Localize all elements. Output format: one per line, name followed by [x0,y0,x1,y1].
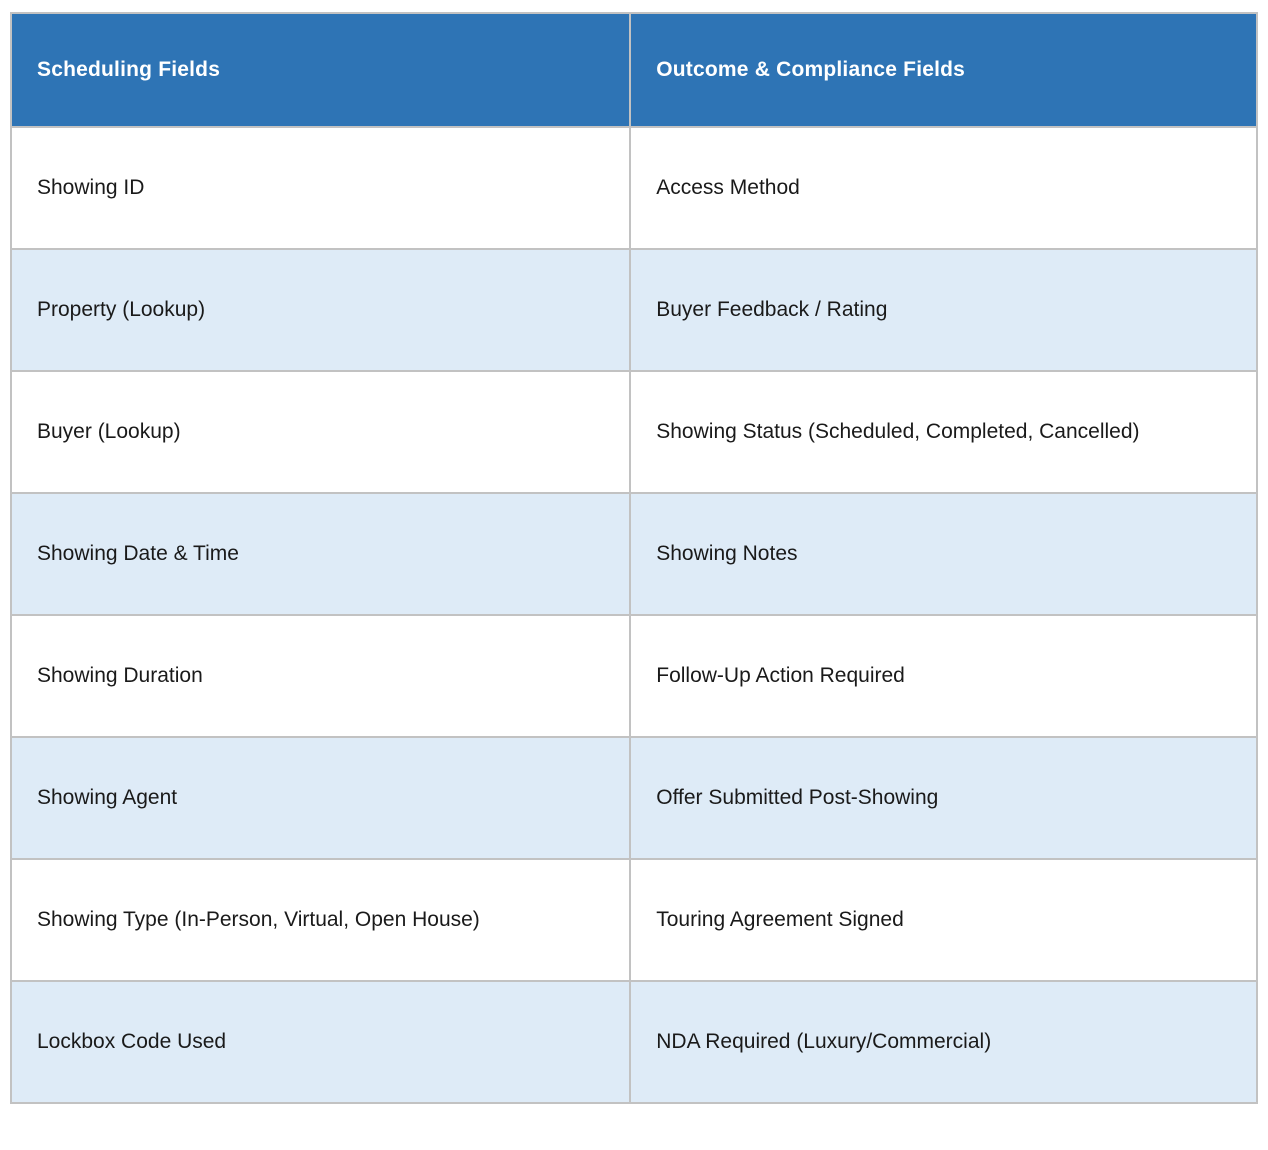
table-row: Showing Type (In-Person, Virtual, Open H… [9,858,1258,982]
column-header-outcome-compliance-fields: Outcome & Compliance Fields [629,12,1258,128]
cell-scheduling-field: Buyer (Lookup) [9,370,632,494]
table-row: Lockbox Code Used NDA Required (Luxury/Co… [9,980,1258,1104]
cell-outcome-compliance-field: Showing Notes [629,492,1258,616]
cell-outcome-compliance-field: Access Method [629,126,1258,250]
table-row: Showing ID Access Method [9,126,1258,250]
cell-outcome-compliance-field: Offer Submitted Post-Showing [629,736,1258,860]
cell-outcome-compliance-field: Showing Status (Scheduled, Completed, Ca… [629,370,1258,494]
cell-outcome-compliance-field: Follow-Up Action Required [629,614,1258,738]
table-row: Showing Duration Follow-Up Action Require… [9,614,1258,738]
cell-outcome-compliance-field: Touring Agreement Signed [629,858,1258,982]
table-body: Showing ID Access Method Property (Lookup)… [9,126,1258,1104]
cell-scheduling-field: Showing Type (In-Person, Virtual, Open H… [9,858,632,982]
showing-fields-table: Scheduling Fields Outcome & Compliance F… [9,12,1258,1104]
cell-scheduling-field: Showing Date & Time [9,492,632,616]
cell-outcome-compliance-field: NDA Required (Luxury/Commercial) [629,980,1258,1104]
cell-scheduling-field: Showing Agent [9,736,632,860]
cell-scheduling-field: Showing Duration [9,614,632,738]
column-header-scheduling-fields: Scheduling Fields [9,12,632,128]
table-header-row: Scheduling Fields Outcome & Compliance F… [9,12,1258,128]
table-row: Buyer (Lookup) Showing Status (Scheduled,… [9,370,1258,494]
table-row: Showing Date & Time Showing Notes [9,492,1258,616]
cell-scheduling-field: Lockbox Code Used [9,980,632,1104]
cell-scheduling-field: Property (Lookup) [9,248,632,372]
cell-outcome-compliance-field: Buyer Feedback / Rating [629,248,1258,372]
cell-scheduling-field: Showing ID [9,126,632,250]
table-row: Showing Agent Offer Submitted Post-Showin… [9,736,1258,860]
table-row: Property (Lookup) Buyer Feedback / Rating [9,248,1258,372]
